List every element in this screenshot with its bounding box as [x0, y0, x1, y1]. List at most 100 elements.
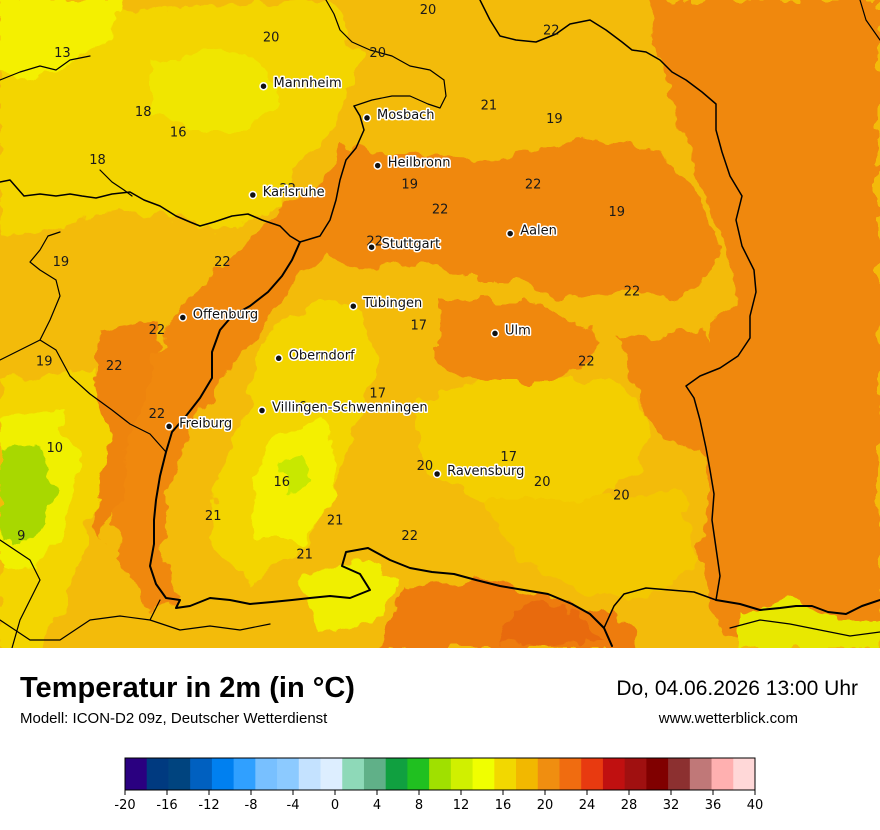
country-border-vosges — [0, 539, 41, 648]
legend-swatch — [472, 758, 495, 790]
city-label: Villingen-Schwenningen — [272, 401, 428, 416]
map-title: Temperatur in 2m (in °C) — [20, 672, 355, 704]
zone-orange-rhine-west — [80, 320, 160, 540]
legend-swatch — [537, 758, 560, 790]
model-source: Modell: ICON-D2 09z, Deutscher Wetterdie… — [20, 710, 328, 727]
legend-swatch — [494, 758, 517, 790]
point-value: 19 — [53, 255, 70, 270]
point-value: 16 — [290, 400, 307, 415]
point-value: 22 — [214, 255, 231, 270]
legend-tick-label: -16 — [156, 798, 177, 813]
color-legend: -20 -16 -12 -8 -4 0 4 8 12 16 20 24 28 32 36 40 — [114, 757, 763, 813]
zone-orange-center — [440, 300, 600, 390]
point-value: 21 — [296, 547, 313, 562]
legend-swatch — [516, 758, 539, 790]
point-value: 22 — [578, 355, 595, 370]
city-label: Freiburg — [179, 416, 232, 431]
point-value: 20 — [420, 3, 437, 18]
zone-green-blackforest — [280, 455, 310, 495]
legend-swatch — [668, 758, 691, 790]
borders — [0, 0, 880, 648]
legend-swatches — [124, 757, 756, 791]
legend-ticks: -20 -16 -12 -8 -4 0 4 8 12 16 20 24 28 32 36 40 — [114, 790, 763, 813]
zone-green-vosges — [0, 445, 55, 545]
point-value: 21 — [481, 98, 498, 113]
city-dot — [164, 422, 174, 431]
city-dot — [373, 161, 382, 170]
point-value: 17 — [369, 386, 386, 401]
legend-swatch — [168, 758, 191, 790]
city-label: Karlsruhe — [263, 185, 325, 200]
temperature-map: 20 22 13 20 20 21 19 18 16 18 22 19 22 22 19 22 19 22 22 22… — [0, 0, 880, 648]
legend-swatch — [646, 758, 669, 790]
legend-swatch — [125, 758, 148, 790]
legend-tick-label: -12 — [198, 798, 219, 813]
city-dot — [362, 113, 372, 123]
point-value: 19 — [36, 355, 53, 370]
legend-swatch — [320, 758, 343, 790]
city-dot — [349, 301, 358, 311]
legend-swatch — [559, 758, 582, 790]
legend-swatch — [190, 758, 213, 790]
state-border-hessen-north — [325, 0, 447, 109]
state-border-bavaria-south — [715, 599, 880, 615]
point-value: 18 — [135, 105, 152, 120]
point-value: 19 — [401, 178, 418, 193]
legend-tick-label: 24 — [579, 798, 596, 813]
point-value: 13 — [54, 46, 71, 61]
point-value: 22 — [280, 182, 297, 197]
zone-yellow-oberschwaben — [480, 490, 700, 600]
legend-tick-label: 12 — [453, 798, 470, 813]
zone-yellow-alb — [410, 380, 650, 500]
point-values: 20 22 13 20 20 21 19 18 16 18 22 19 22 22 19 22 19 22 22 22… — [17, 3, 640, 562]
legend-swatch — [211, 758, 235, 790]
city-dot — [257, 406, 267, 415]
city-label: Offenburg — [193, 308, 258, 323]
city-label: Mannheim — [274, 76, 342, 91]
zone-light-yellow-nw2 — [150, 50, 280, 130]
zone-orange-east — [650, 0, 880, 648]
temperature-field — [0, 0, 880, 648]
legend-swatch — [689, 758, 712, 790]
state-border-bw-hessen — [299, 105, 365, 243]
point-value: 17 — [411, 318, 428, 333]
point-value: 21 — [205, 509, 222, 524]
city-dot — [490, 329, 500, 338]
city-label: Ulm — [505, 323, 531, 338]
website-link[interactable]: www.wetterblick.com — [658, 710, 798, 727]
city-dot — [274, 354, 283, 363]
city-label: Oberndorf — [289, 348, 355, 363]
point-value: 22 — [624, 284, 641, 299]
city-dot — [367, 242, 376, 252]
legend-swatch — [429, 758, 452, 790]
legend-swatch — [602, 758, 626, 790]
legend-swatch — [363, 758, 387, 790]
point-value: 16 — [274, 475, 291, 490]
zone-light-yellow-nw — [0, 0, 120, 80]
city-label: Stuttgart — [382, 237, 440, 252]
point-value: 20 — [534, 475, 551, 490]
legend-swatch — [581, 758, 604, 790]
city-label: Tübingen — [362, 296, 422, 311]
legend-swatch — [711, 758, 734, 790]
state-border-pfalz-west — [0, 55, 91, 81]
country-border-france-2 — [39, 339, 167, 453]
point-value: 20 — [613, 488, 630, 503]
city-dot — [259, 81, 268, 91]
city-dot — [432, 469, 442, 479]
point-value: 19 — [546, 112, 563, 127]
legend-tick-label: 4 — [373, 798, 381, 813]
legend-tick-label: -4 — [287, 798, 300, 813]
legend-swatch — [407, 758, 430, 790]
city-label: Heilbronn — [388, 156, 451, 171]
legend-tick-label: 36 — [705, 798, 722, 813]
legend-tick-label: -8 — [245, 798, 258, 813]
legend-frame — [124, 757, 756, 791]
legend-tick-label: -20 — [114, 798, 135, 813]
state-border-bw — [149, 241, 613, 647]
city-dot — [248, 190, 258, 200]
city-markers: Mannheim Mosbach Heilbronn Karlsruhe Aalen St… — [164, 75, 558, 481]
zone-orange-ulm — [620, 330, 720, 450]
point-value: 22 — [543, 24, 560, 39]
country-border-france — [0, 231, 61, 361]
